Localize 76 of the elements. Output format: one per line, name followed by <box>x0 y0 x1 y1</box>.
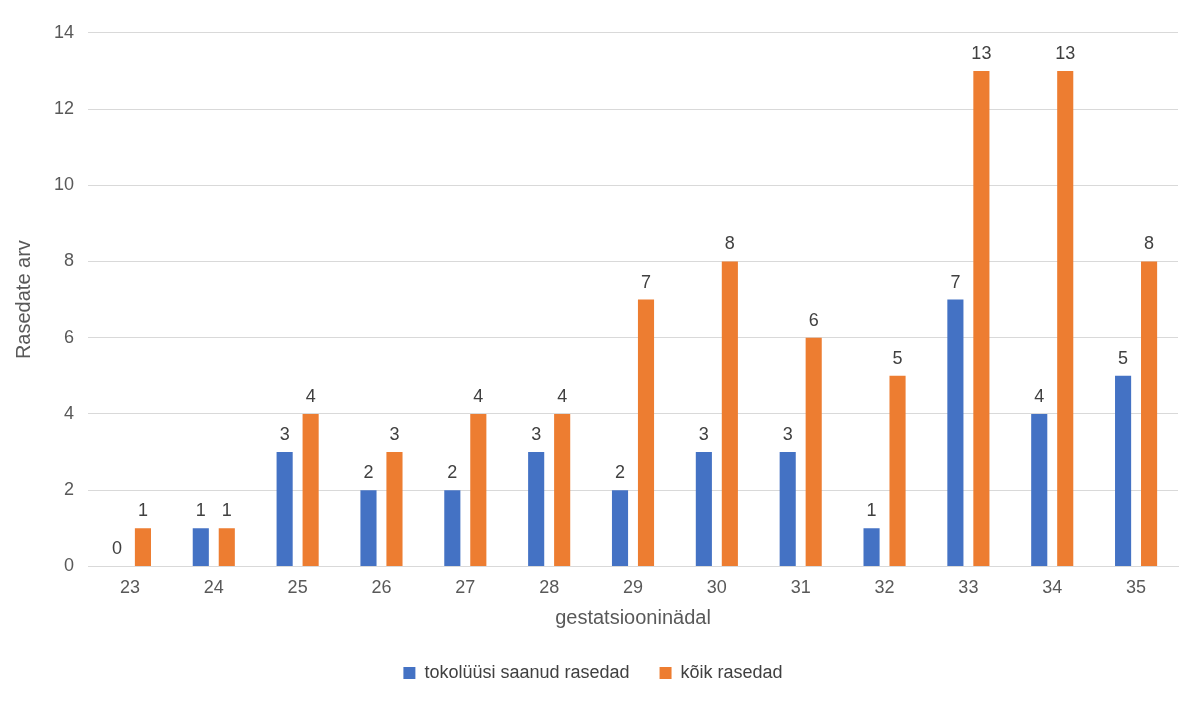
y-axis-title: Rasedate arv <box>11 240 34 360</box>
x-axis-title: gestatsiooninädal <box>555 605 711 628</box>
data-label: 6 <box>808 309 819 330</box>
bar <box>1115 375 1132 566</box>
bar <box>805 337 822 566</box>
x-tick-label: 24 <box>203 577 224 598</box>
data-label: 5 <box>1118 347 1129 368</box>
bar <box>470 413 487 566</box>
bar <box>611 490 629 566</box>
data-label: 8 <box>724 233 735 254</box>
bar <box>1057 70 1074 566</box>
bar <box>386 452 403 566</box>
x-tick-label: 31 <box>790 577 811 598</box>
bar <box>721 261 738 566</box>
data-label: 3 <box>782 424 793 445</box>
y-tick-label: 0 <box>64 555 75 576</box>
bar <box>637 299 655 566</box>
bar <box>444 490 461 566</box>
data-label: 3 <box>698 424 709 445</box>
bar <box>192 528 209 566</box>
bar <box>528 452 545 566</box>
y-tick-label: 14 <box>53 21 75 42</box>
data-label: 13 <box>971 42 992 63</box>
data-label: 2 <box>615 462 626 483</box>
data-label: 2 <box>447 462 458 483</box>
data-label: 1 <box>866 500 877 521</box>
data-label: 4 <box>473 385 484 406</box>
data-label: 1 <box>221 500 232 521</box>
data-label: 5 <box>892 347 903 368</box>
y-tick-label: 4 <box>64 402 75 423</box>
y-tick-label: 6 <box>64 326 75 347</box>
y-tick-label: 12 <box>53 98 75 118</box>
y-tick-label: 10 <box>53 174 75 195</box>
x-tick-label: 28 <box>539 577 560 598</box>
data-label: 3 <box>531 424 542 445</box>
data-label: 4 <box>1034 385 1045 406</box>
data-label: 3 <box>389 424 400 445</box>
x-tick-label: 34 <box>1042 577 1063 598</box>
data-label: 4 <box>305 385 316 406</box>
data-label: 1 <box>137 500 148 521</box>
bar <box>554 413 571 566</box>
legend-label: tokolüüsi saanud rasedad <box>424 661 630 682</box>
bar <box>218 528 235 566</box>
bar <box>695 452 712 566</box>
y-tick-label: 8 <box>64 250 75 271</box>
data-label: 8 <box>1144 233 1155 254</box>
bar <box>134 528 151 566</box>
x-tick-label: 26 <box>371 577 392 598</box>
x-tick-label: 30 <box>706 577 727 598</box>
data-label: 7 <box>641 271 652 292</box>
x-tick-label: 23 <box>119 577 140 598</box>
bar <box>360 490 377 566</box>
data-label: 13 <box>1055 42 1076 63</box>
bar <box>889 375 906 566</box>
bar <box>863 528 880 566</box>
data-label: 4 <box>557 385 568 406</box>
y-tick-label: 2 <box>64 479 75 500</box>
bar <box>779 452 796 566</box>
data-label: 3 <box>279 424 290 445</box>
bar <box>276 452 293 566</box>
x-tick-label: 35 <box>1126 577 1147 598</box>
bar <box>302 413 319 566</box>
legend-label: kõik rasedad <box>680 661 783 682</box>
data-label: 7 <box>950 271 961 292</box>
x-tick-label: 25 <box>287 577 308 598</box>
x-tick-label: 32 <box>874 577 895 598</box>
x-tick-label: 29 <box>623 577 644 598</box>
bar <box>973 70 990 566</box>
bar <box>1031 413 1048 566</box>
data-label: 0 <box>111 538 122 559</box>
bar <box>947 299 964 566</box>
x-tick-label: 33 <box>958 577 979 598</box>
data-label: 2 <box>363 462 374 483</box>
bar <box>1141 261 1158 566</box>
data-label: 1 <box>195 500 206 521</box>
x-tick-label: 27 <box>455 577 476 598</box>
